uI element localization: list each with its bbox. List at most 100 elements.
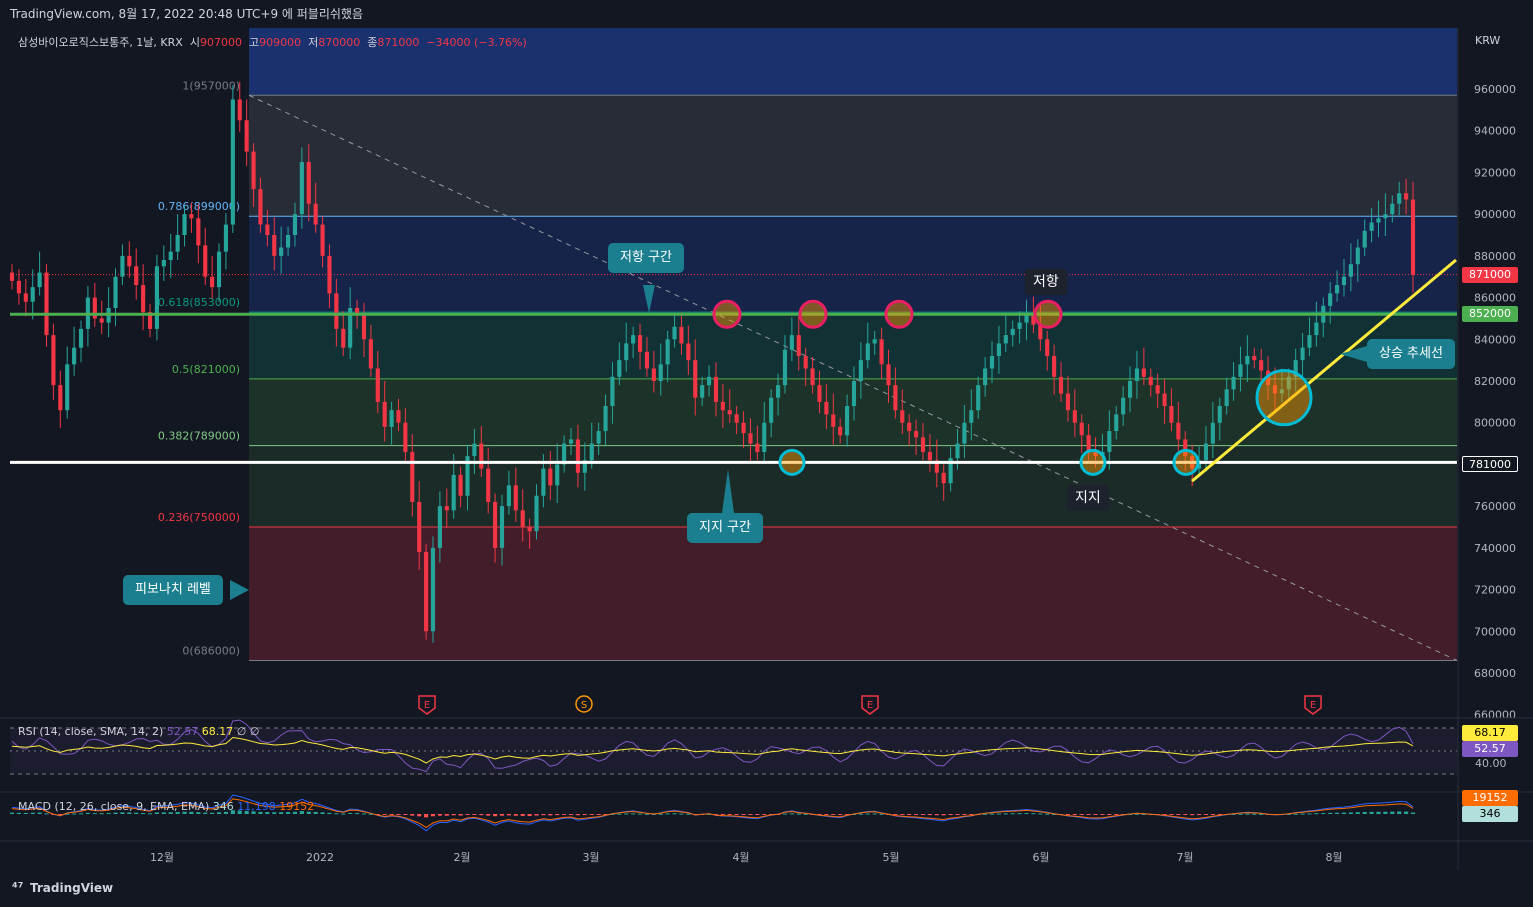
time-tick-label: 4월 [732,851,749,864]
macd-legend: MACD (12, 26, close, 9, EMA, EMA) 346 11… [18,800,314,813]
macd-histogram-bar [1410,812,1416,814]
candle-body [230,99,235,225]
price-tick-label: 680000 [1474,667,1516,680]
macd-histogram-bar [230,810,235,814]
fib-level-callout: 피보나치 레벨 [123,575,223,605]
price-tick-label: 700000 [1474,625,1516,638]
candle-body [327,255,332,294]
candle-body [989,355,995,369]
time-tick-label: 2월 [453,851,470,864]
candle-body [334,293,339,329]
macd-histogram-bar [437,814,442,816]
candle-body [1072,410,1077,423]
candle-body [1286,376,1291,390]
candle-body [548,468,553,486]
macd-histogram-bar [617,813,622,815]
macd-line-value: 11,198 [237,800,276,813]
macd-histogram-bar [78,813,84,815]
candle-body [920,437,926,452]
candle-body [651,368,656,381]
earnings-marker [1304,695,1322,715]
macd-histogram-bar [334,813,339,815]
candle-body [458,474,463,496]
macd-histogram-bar [893,814,898,815]
chart-area[interactable]: 1(957000) 0.786(899000) 0.618(853000) 0.5(8… [0,28,1533,870]
macd-histogram-bar [755,814,760,815]
macd-histogram-bar [1390,811,1395,814]
macd-histogram-bar [872,813,877,815]
price-tick-label: 940000 [1474,125,1516,138]
macd-histogram-bar [279,812,284,814]
fib-zone [249,312,1457,379]
publish-text: TradingView.com, 8월 17, 2022 20:48 UTC+9… [10,7,364,21]
macd-histogram-bar [210,812,215,814]
candle-body [1335,285,1340,294]
candle-body [810,368,815,386]
candle-body [1079,422,1084,436]
candle-body [1169,406,1174,423]
macd-histogram-bar [996,813,1001,815]
candle-body [755,443,760,452]
macd-histogram-bar [1079,814,1084,815]
brand-name: TradingView [30,881,114,895]
candle-body [513,485,518,511]
candle-body [1045,339,1050,356]
macd-histogram-bar [1107,814,1112,815]
macd-histogram-bar [382,814,387,815]
candle-body [562,443,567,465]
rsi-sma-value: 68.17 [201,725,234,738]
macd-histogram-bar [120,812,125,814]
macd-histogram-bar [1183,814,1188,816]
candle-body [962,422,967,444]
macd-histogram-bar [92,813,97,815]
candle-body [1404,193,1409,200]
macd-histogram-bar [513,814,518,816]
macd-histogram-bar [1038,813,1043,815]
macd-histogram-bar [451,814,456,816]
macd-histogram-bar [1093,814,1098,816]
chart-svg[interactable]: 1(957000) 0.786(899000) 0.618(853000) 0.5(8… [0,28,1533,870]
change-value: −34000 (−3.76%) [426,36,527,49]
price-tick-label: 920000 [1474,166,1516,179]
candle-body [499,506,505,548]
price-tick-label: 840000 [1474,333,1516,346]
candle-body [1355,247,1360,265]
macd-histogram-bar [927,814,932,816]
macd-histogram-bar [424,814,429,818]
macd-histogram-bar [1072,814,1077,815]
open-label: 시 [189,36,200,49]
macd-histogram-bar [320,812,325,814]
support-touch-circle [778,448,806,476]
support-touch-circle [1079,448,1107,476]
candle-body [1362,230,1367,248]
last-price-box: 871000 [1462,267,1518,283]
macd-histogram-bar [1355,812,1360,814]
candle-body [134,266,139,286]
candle-body [734,414,739,423]
candle-body [244,120,249,152]
macd-histogram-bar [969,814,974,815]
candle-body [168,251,173,261]
candle-body [541,468,546,496]
candle-body [907,422,912,432]
candle-body [637,335,643,352]
candle-body [1307,335,1312,348]
candle-body [865,343,870,361]
macd-histogram-bar [1003,813,1008,815]
candle-body [1210,422,1215,444]
macd-histogram-bar [355,813,360,815]
candle-body [361,314,367,340]
macd-histogram-bar [1328,812,1333,814]
candle-body [479,443,484,469]
macd-histogram-bar [838,814,843,815]
candle-body [37,272,42,288]
macd-histogram-bar [1293,813,1298,815]
macd-histogram-bar [299,811,304,814]
candle-body [941,472,946,484]
candle-body [58,385,63,411]
candle-body [789,335,794,350]
candle-body [693,360,698,398]
candle-body [1141,368,1146,377]
macd-histogram-bar [824,814,829,815]
macd-histogram-bar [306,811,311,814]
